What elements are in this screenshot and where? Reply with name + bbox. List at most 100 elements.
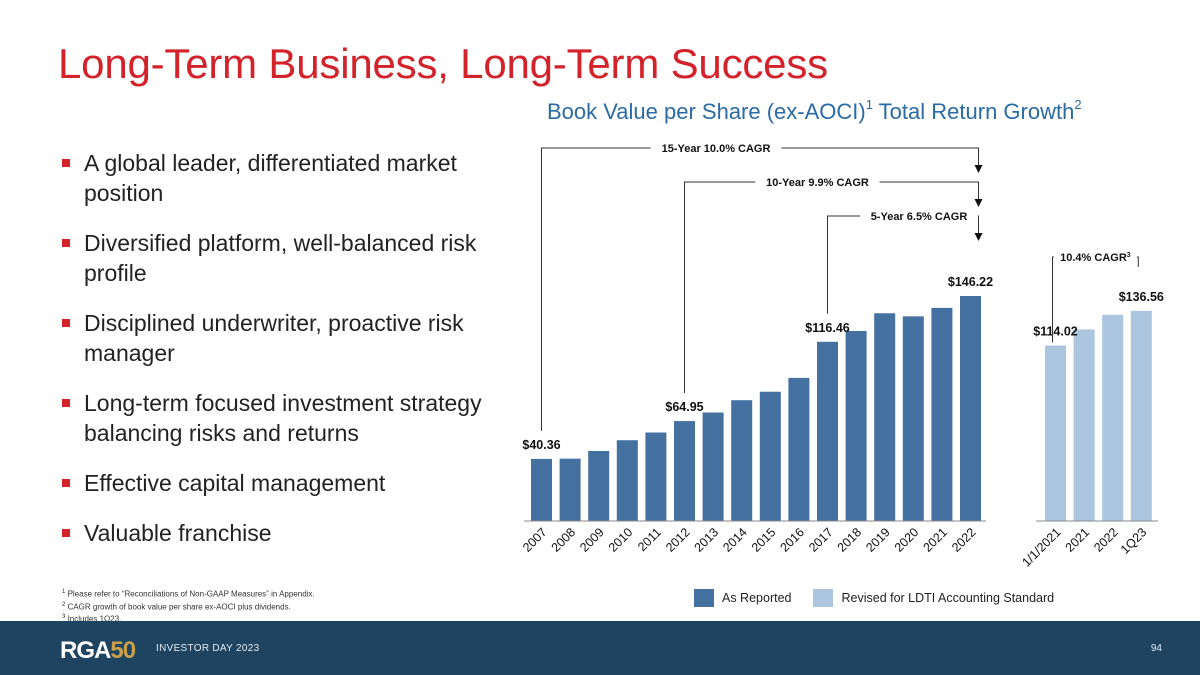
bullet-item: Valuable franchise [62,518,512,548]
data-label: $64.95 [665,400,703,414]
chart-title-rest: Total Return Growth [872,99,1075,124]
cagr-bracket-left [541,147,651,431]
x-tick-label: 1Q23 [1118,525,1150,557]
cagr-bracket-left [684,181,756,394]
bullet-square-icon [62,319,70,327]
x-tick-label: 2021 [1063,525,1093,555]
bar-2014 [731,400,753,521]
bullet-text: Effective capital management [84,470,386,496]
data-label: $136.56 [1119,290,1164,304]
x-tick-label: 2007 [520,525,550,555]
x-tick-label: 2010 [606,525,636,555]
x-tick-label: 2018 [835,525,865,555]
cagr-arrow-icon [974,199,983,207]
legend-label-revised: Revised for LDTI Accounting Standard [841,591,1055,605]
bullet-text: Diversified platform, well-balanced risk… [84,230,477,286]
bar-2017 [817,341,838,521]
event-name: INVESTOR DAY 2023 [156,643,260,654]
x-tick-label: 2022 [949,525,979,555]
page-number: 94 [1150,643,1162,654]
bar-2007 [531,458,552,521]
bar-2021 [931,307,953,521]
cagr-arrow-icon [974,165,983,173]
footnote-3: 3 Includes 1Q23. [62,612,315,625]
x-tick-label: 2013 [692,525,722,555]
bullet-text: Valuable franchise [84,520,272,546]
x-tick-label: 2019 [863,525,893,555]
footnotes: 1 Please refer to “Reconciliations of No… [62,587,315,625]
data-label: $116.46 [805,321,850,335]
legend-item-reported: As Reported [694,589,791,607]
bullet-square-icon [62,399,70,407]
bar-2009 [588,450,610,521]
x-tick-label: 2020 [892,525,922,555]
bar-2013 [702,412,724,521]
bullet-text: Long-term focused investment strategy ba… [84,390,482,446]
cagr-bracket-right [1136,256,1139,267]
cagr-annotation-label: 10.4% CAGR3 [1060,252,1131,264]
legend-swatch-revised [813,589,834,607]
footnote-text: Includes 1Q23. [65,614,122,624]
legend-item-revised: Revised for LDTI Accounting Standard [813,589,1054,607]
chart-legend: As Reported Revised for LDTI Accounting … [694,589,1076,607]
footnote-1: 1 Please refer to “Reconciliations of No… [62,587,315,600]
x-tick-label: 2021 [920,525,950,555]
footnote-marker: 1 [62,589,66,595]
x-tick-label: 2008 [549,525,579,555]
chart-title-footnote-2: 2 [1074,97,1082,112]
footnote-marker: 3 [62,614,66,621]
footnote-text: Please refer to “Reconciliations of Non-… [65,589,315,599]
bvps-bar-chart: 2007 2008 2009 2010 2011 2012 2013 2014 2015 2016… [520,143,1164,570]
bullet-square-icon [62,159,70,167]
bar-2010 [616,440,638,521]
bullet-item: Long-term focused investment strategy ba… [62,388,512,448]
bar-2008 [559,458,581,521]
logo-text: RGA [60,637,111,664]
bar-2012 [674,421,695,521]
cagr-bracket-right [781,147,979,166]
cagr-annotation-label: 5-Year 6.5% CAGR [871,211,968,223]
x-tick-label: 2009 [577,525,607,555]
cagr-bracket-left [827,215,861,314]
x-tick-label: 2016 [777,525,807,555]
bullet-text: Disciplined underwriter, proactive risk … [84,310,464,366]
data-label: $40.36 [522,438,560,452]
chart-title-footnote-1: 1 [865,97,873,112]
bar-2019 [874,313,896,521]
bar-1Q23 [1130,310,1152,521]
bullet-square-icon [62,239,70,247]
x-tick-label: 2014 [720,525,750,555]
bar-2018 [845,330,867,521]
cagr-bracket-left [1052,256,1054,343]
bar-2015 [759,391,781,521]
chart-title: Book Value per Share (ex-AOCI)1 Total Re… [547,97,1082,125]
cagr-annotation-label: 15-Year 10.0% CAGR [662,143,771,155]
cagr-arrow-icon [974,233,983,241]
x-tick-label: 2017 [806,525,836,555]
cagr-bracket-right [977,215,979,234]
bullet-item: Effective capital management [62,468,512,498]
x-tick-label: 2011 [635,525,664,554]
x-tick-label: 2012 [663,525,693,555]
bar-2022 [960,296,981,521]
bar-2016 [788,377,810,521]
bar-1/1/2021 [1045,345,1066,521]
legend-label-reported: As Reported [722,591,792,605]
bullet-text: A global leader, differentiated market p… [84,150,457,206]
bullet-item: Disciplined underwriter, proactive risk … [62,308,512,368]
slide-title: Long-Term Business, Long-Term Success [58,40,828,87]
logo-number: 50 [110,637,136,664]
bullet-item: Diversified platform, well-balanced risk… [62,228,512,288]
rga-50-logo: RGA50 [60,637,136,665]
footnote-text: CAGR growth of book value per share ex-A… [65,602,291,612]
footer-bar: RGA50 INVESTOR DAY 2023 94 [0,621,1200,675]
bar-2021 [1073,329,1095,521]
x-tick-label: 2022 [1091,525,1121,555]
bullet-list: A global leader, differentiated market p… [62,148,512,568]
bullet-square-icon [62,529,70,537]
footnote-marker: 2 [62,601,66,608]
data-label: $146.22 [948,275,993,289]
x-tick-label: 2015 [749,525,779,555]
bar-2020 [902,316,924,521]
